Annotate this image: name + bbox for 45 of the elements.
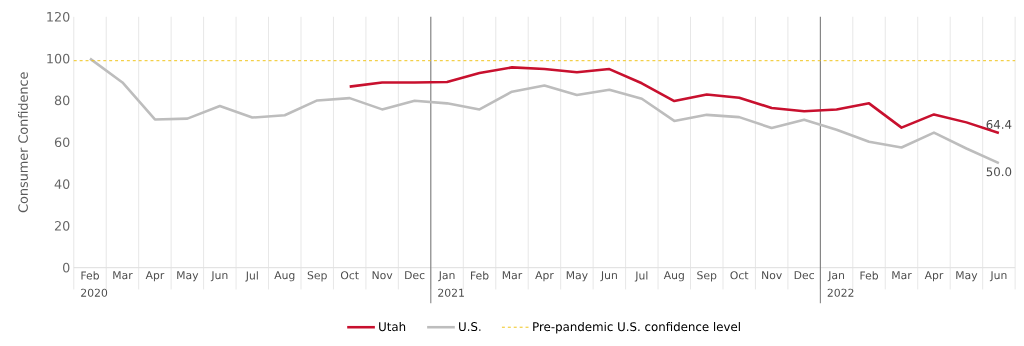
x-tick-label: Aug bbox=[274, 271, 295, 282]
x-tick-label: Jan bbox=[827, 271, 845, 282]
y-tick-label: 80 bbox=[54, 95, 70, 106]
x-tick-label: Feb bbox=[81, 271, 99, 280]
y-tick-label: 0 bbox=[63, 262, 70, 273]
legend-label: Utah bbox=[379, 322, 406, 332]
x-tick-label: Apr bbox=[145, 271, 165, 282]
y-tick-label: 100 bbox=[47, 53, 70, 64]
x-tick-label: Sep bbox=[307, 271, 327, 282]
x-tick-label: Mar bbox=[502, 271, 523, 280]
x-tick-label: Jan bbox=[438, 271, 455, 282]
x-tick-label: Jun bbox=[600, 271, 617, 282]
y-tick-label: 120 bbox=[47, 12, 70, 22]
x-tick-label: Jul bbox=[245, 271, 258, 282]
text: 2020 bbox=[81, 288, 108, 297]
x-tick-label: Nov bbox=[372, 271, 393, 280]
x-tick-label: Feb bbox=[860, 271, 879, 280]
y-tick-label: 20 bbox=[54, 221, 70, 231]
data-label: 50.0 bbox=[986, 167, 1012, 177]
x-tick-label: Mar bbox=[113, 271, 133, 280]
x-tick-label: May bbox=[566, 271, 588, 282]
x-tick-label: Jun bbox=[210, 271, 228, 282]
x-tick-label: Dec bbox=[794, 271, 814, 280]
x-tick-label: Jun bbox=[989, 271, 1007, 282]
x-tick-label: Sep bbox=[697, 271, 717, 282]
x-tick-label: Apr bbox=[924, 271, 944, 282]
y-tick-label: 60 bbox=[54, 137, 70, 148]
x-tick-label: Oct bbox=[730, 271, 749, 280]
x-tick-label: Feb bbox=[471, 271, 489, 280]
x-tick-label: Apr bbox=[535, 271, 554, 282]
y-axis-title: Consumer Confidence bbox=[18, 72, 28, 213]
text: 2021 bbox=[438, 288, 464, 297]
text: 2022 bbox=[827, 288, 854, 297]
x-tick-label: May bbox=[177, 271, 199, 282]
y-tick-label: 40 bbox=[54, 179, 70, 190]
x-tick-label: Jul bbox=[634, 271, 648, 282]
x-tick-label: May bbox=[956, 271, 978, 282]
x-tick-label: Nov bbox=[762, 271, 782, 280]
data-label: 64.4 bbox=[986, 120, 1012, 130]
x-tick-label: Oct bbox=[340, 271, 359, 280]
legend-label: U.S. bbox=[459, 322, 481, 332]
x-tick-label: Mar bbox=[892, 271, 912, 280]
x-tick-label: Dec bbox=[405, 271, 425, 280]
legend-label: Pre-pandemic U.S. confidence level bbox=[533, 322, 740, 334]
x-tick-label: Aug bbox=[663, 271, 684, 282]
